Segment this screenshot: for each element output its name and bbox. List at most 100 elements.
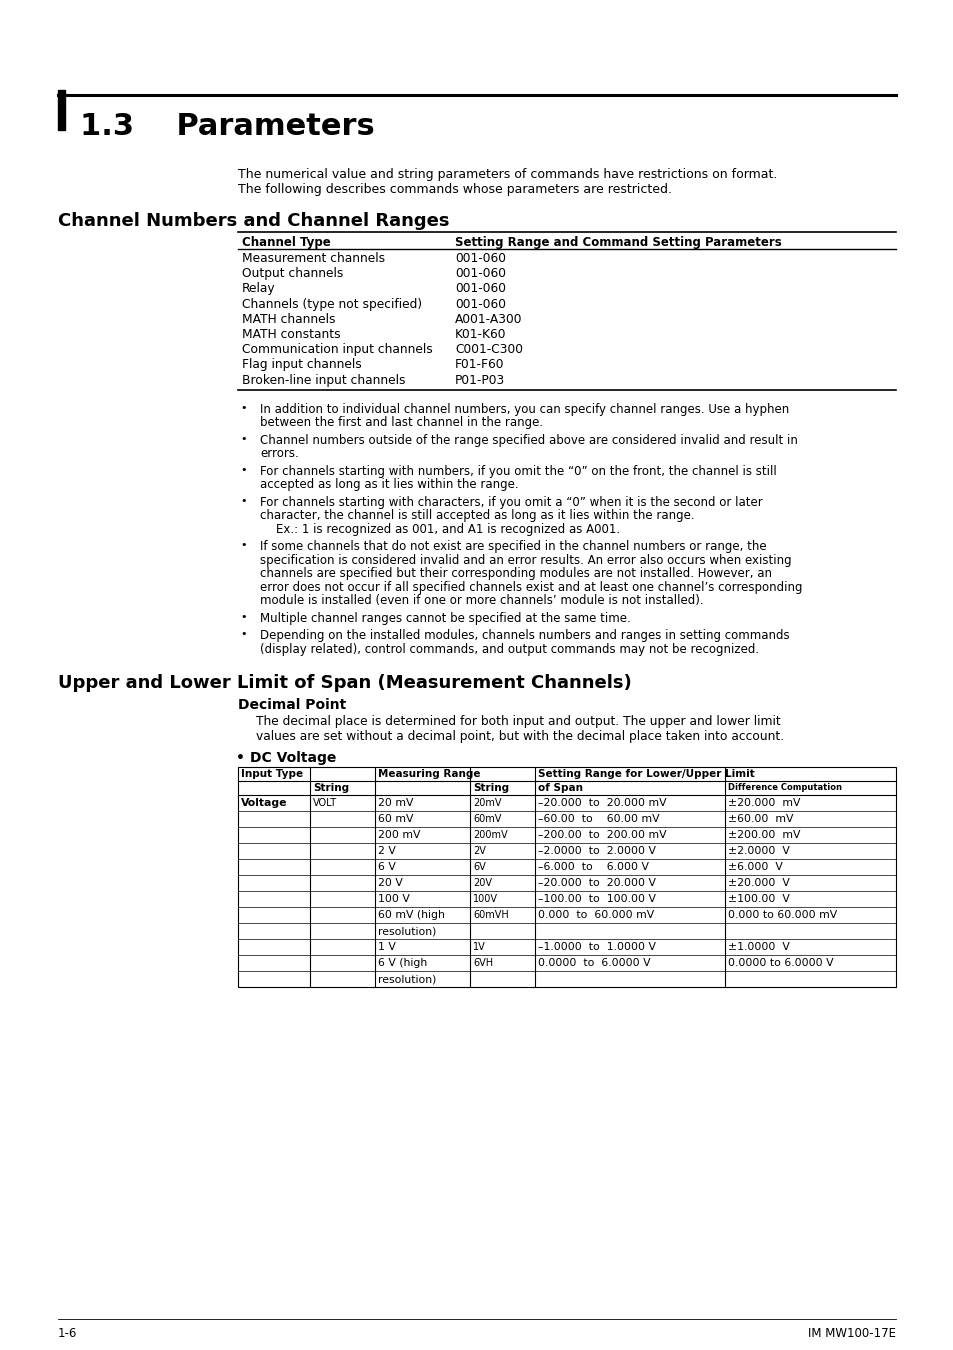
Text: 001-060: 001-060 [455,282,505,296]
Text: (display related), control commands, and output commands may not be recognized.: (display related), control commands, and… [260,643,759,656]
Text: •: • [240,402,246,413]
Text: –100.00  to  100.00 V: –100.00 to 100.00 V [537,894,656,904]
Text: ±200.00  mV: ±200.00 mV [727,830,800,840]
Text: 0.000 to 60.000 mV: 0.000 to 60.000 mV [727,910,837,921]
Text: •: • [240,629,246,640]
Text: 6 V (high: 6 V (high [377,958,427,968]
Text: String: String [313,783,349,794]
Text: •: • [240,495,246,506]
Text: Broken-line input channels: Broken-line input channels [242,374,405,386]
Text: 60mV: 60mV [473,814,501,825]
Bar [237,767,895,987]
Text: •: • [235,752,245,765]
Text: Output channels: Output channels [242,267,343,281]
Text: –2.0000  to  2.0000 V: –2.0000 to 2.0000 V [537,846,656,856]
Text: If some channels that do not exist are specified in the channel numbers or range: If some channels that do not exist are s… [260,540,766,553]
Text: 1V: 1V [473,942,485,952]
Text: 60 mV: 60 mV [377,814,413,825]
Text: IM MW100-17E: IM MW100-17E [807,1327,895,1341]
Text: error does not occur if all specified channels exist and at least one channel’s : error does not occur if all specified ch… [260,580,801,594]
Text: •: • [240,612,246,622]
Text: Flag input channels: Flag input channels [242,358,361,371]
Text: 60mVH: 60mVH [473,910,508,921]
Text: 0.000  to  60.000 mV: 0.000 to 60.000 mV [537,910,654,921]
Text: 001-060: 001-060 [455,252,505,265]
Text: values are set without a decimal point, but with the decimal place taken into ac: values are set without a decimal point, … [255,730,783,742]
Text: Upper and Lower Limit of Span (Measurement Channels): Upper and Lower Limit of Span (Measureme… [58,674,631,693]
Text: The decimal place is determined for both input and output. The upper and lower l: The decimal place is determined for both… [255,716,780,728]
Text: 0.0000  to  6.0000 V: 0.0000 to 6.0000 V [537,958,650,968]
Text: MATH constants: MATH constants [242,328,340,342]
Text: Input Type: Input Type [241,769,303,779]
Text: 20 V: 20 V [377,879,402,888]
Text: In addition to individual channel numbers, you can specify channel ranges. Use a: In addition to individual channel number… [260,402,788,416]
Text: The following describes commands whose parameters are restricted.: The following describes commands whose p… [237,184,671,196]
Text: Measuring Range: Measuring Range [377,769,480,779]
Text: resolution): resolution) [377,975,436,984]
Text: Channels (type not specified): Channels (type not specified) [242,297,421,310]
Text: •: • [240,464,246,475]
Text: Channel numbers outside of the range specified above are considered invalid and : Channel numbers outside of the range spe… [260,433,797,447]
Text: Setting Range and Command Setting Parameters: Setting Range and Command Setting Parame… [455,236,781,248]
Text: Ex.: 1 is recognized as 001, and A1 is recognized as A001.: Ex.: 1 is recognized as 001, and A1 is r… [275,522,619,536]
Text: ±6.000  V: ±6.000 V [727,863,782,872]
Text: Multiple channel ranges cannot be specified at the same time.: Multiple channel ranges cannot be specif… [260,612,630,625]
Text: Measurement channels: Measurement channels [242,252,385,265]
Text: between the first and last channel in the range.: between the first and last channel in th… [260,416,542,429]
Text: 6V: 6V [473,863,485,872]
Text: C001-C300: C001-C300 [455,343,522,356]
Text: DC Voltage: DC Voltage [250,752,336,765]
Text: Depending on the installed modules, channels numbers and ranges in setting comma: Depending on the installed modules, chan… [260,629,789,643]
Text: For channels starting with numbers, if you omit the “0” on the front, the channe: For channels starting with numbers, if y… [260,464,776,478]
Text: 6 V: 6 V [377,863,395,872]
Text: Voltage: Voltage [241,798,287,809]
Text: –20.000  to  20.000 V: –20.000 to 20.000 V [537,879,656,888]
Text: String: String [473,783,509,794]
Text: Relay: Relay [242,282,275,296]
Text: 60 mV (high: 60 mV (high [377,910,444,921]
Text: –200.00  to  200.00 mV: –200.00 to 200.00 mV [537,830,666,840]
Text: –20.000  to  20.000 mV: –20.000 to 20.000 mV [537,798,666,809]
Text: 200mV: 200mV [473,830,507,840]
Text: ±2.0000  V: ±2.0000 V [727,846,789,856]
Text: K01-K60: K01-K60 [455,328,506,342]
Text: 100 V: 100 V [377,894,410,904]
Text: Setting Range for Lower/Upper Limit: Setting Range for Lower/Upper Limit [537,769,754,779]
Text: Difference Computation: Difference Computation [727,783,841,792]
Text: ±60.00  mV: ±60.00 mV [727,814,793,825]
Text: accepted as long as it lies within the range.: accepted as long as it lies within the r… [260,478,518,491]
Text: 20V: 20V [473,879,492,888]
Text: 001-060: 001-060 [455,297,505,310]
Text: –60.00  to    60.00 mV: –60.00 to 60.00 mV [537,814,659,825]
Text: 0.0000 to 6.0000 V: 0.0000 to 6.0000 V [727,958,833,968]
Text: A001-A300: A001-A300 [455,313,522,325]
Text: 20mV: 20mV [473,798,501,809]
Text: MATH channels: MATH channels [242,313,335,325]
Text: F01-F60: F01-F60 [455,358,504,371]
Text: resolution): resolution) [377,926,436,937]
Text: 2V: 2V [473,846,485,856]
Text: 2 V: 2 V [377,846,395,856]
Text: Channel Type: Channel Type [242,236,331,248]
Text: 100V: 100V [473,894,497,904]
Text: For channels starting with characters, if you omit a “0” when it is the second o: For channels starting with characters, i… [260,495,762,509]
Text: specification is considered invalid and an error results. An error also occurs w: specification is considered invalid and … [260,554,791,567]
Text: Communication input channels: Communication input channels [242,343,433,356]
Text: •: • [240,433,246,444]
Text: P01-P03: P01-P03 [455,374,505,386]
Text: module is installed (even if one or more channels’ module is not installed).: module is installed (even if one or more… [260,594,703,608]
Text: –6.000  to    6.000 V: –6.000 to 6.000 V [537,863,648,872]
Text: of Span: of Span [537,783,582,794]
Text: The numerical value and string parameters of commands have restrictions on forma: The numerical value and string parameter… [237,167,777,181]
Text: 1-6: 1-6 [58,1327,77,1341]
Text: 1 V: 1 V [377,942,395,952]
Bar [58,90,65,130]
Text: channels are specified but their corresponding modules are not installed. Howeve: channels are specified but their corresp… [260,567,771,580]
Text: ±100.00  V: ±100.00 V [727,894,789,904]
Text: ±1.0000  V: ±1.0000 V [727,942,789,952]
Text: –1.0000  to  1.0000 V: –1.0000 to 1.0000 V [537,942,656,952]
Text: 6VH: 6VH [473,958,493,968]
Text: character, the channel is still accepted as long as it lies within the range.: character, the channel is still accepted… [260,509,694,522]
Text: Decimal Point: Decimal Point [237,698,346,713]
Text: 1.3    Parameters: 1.3 Parameters [80,112,375,140]
